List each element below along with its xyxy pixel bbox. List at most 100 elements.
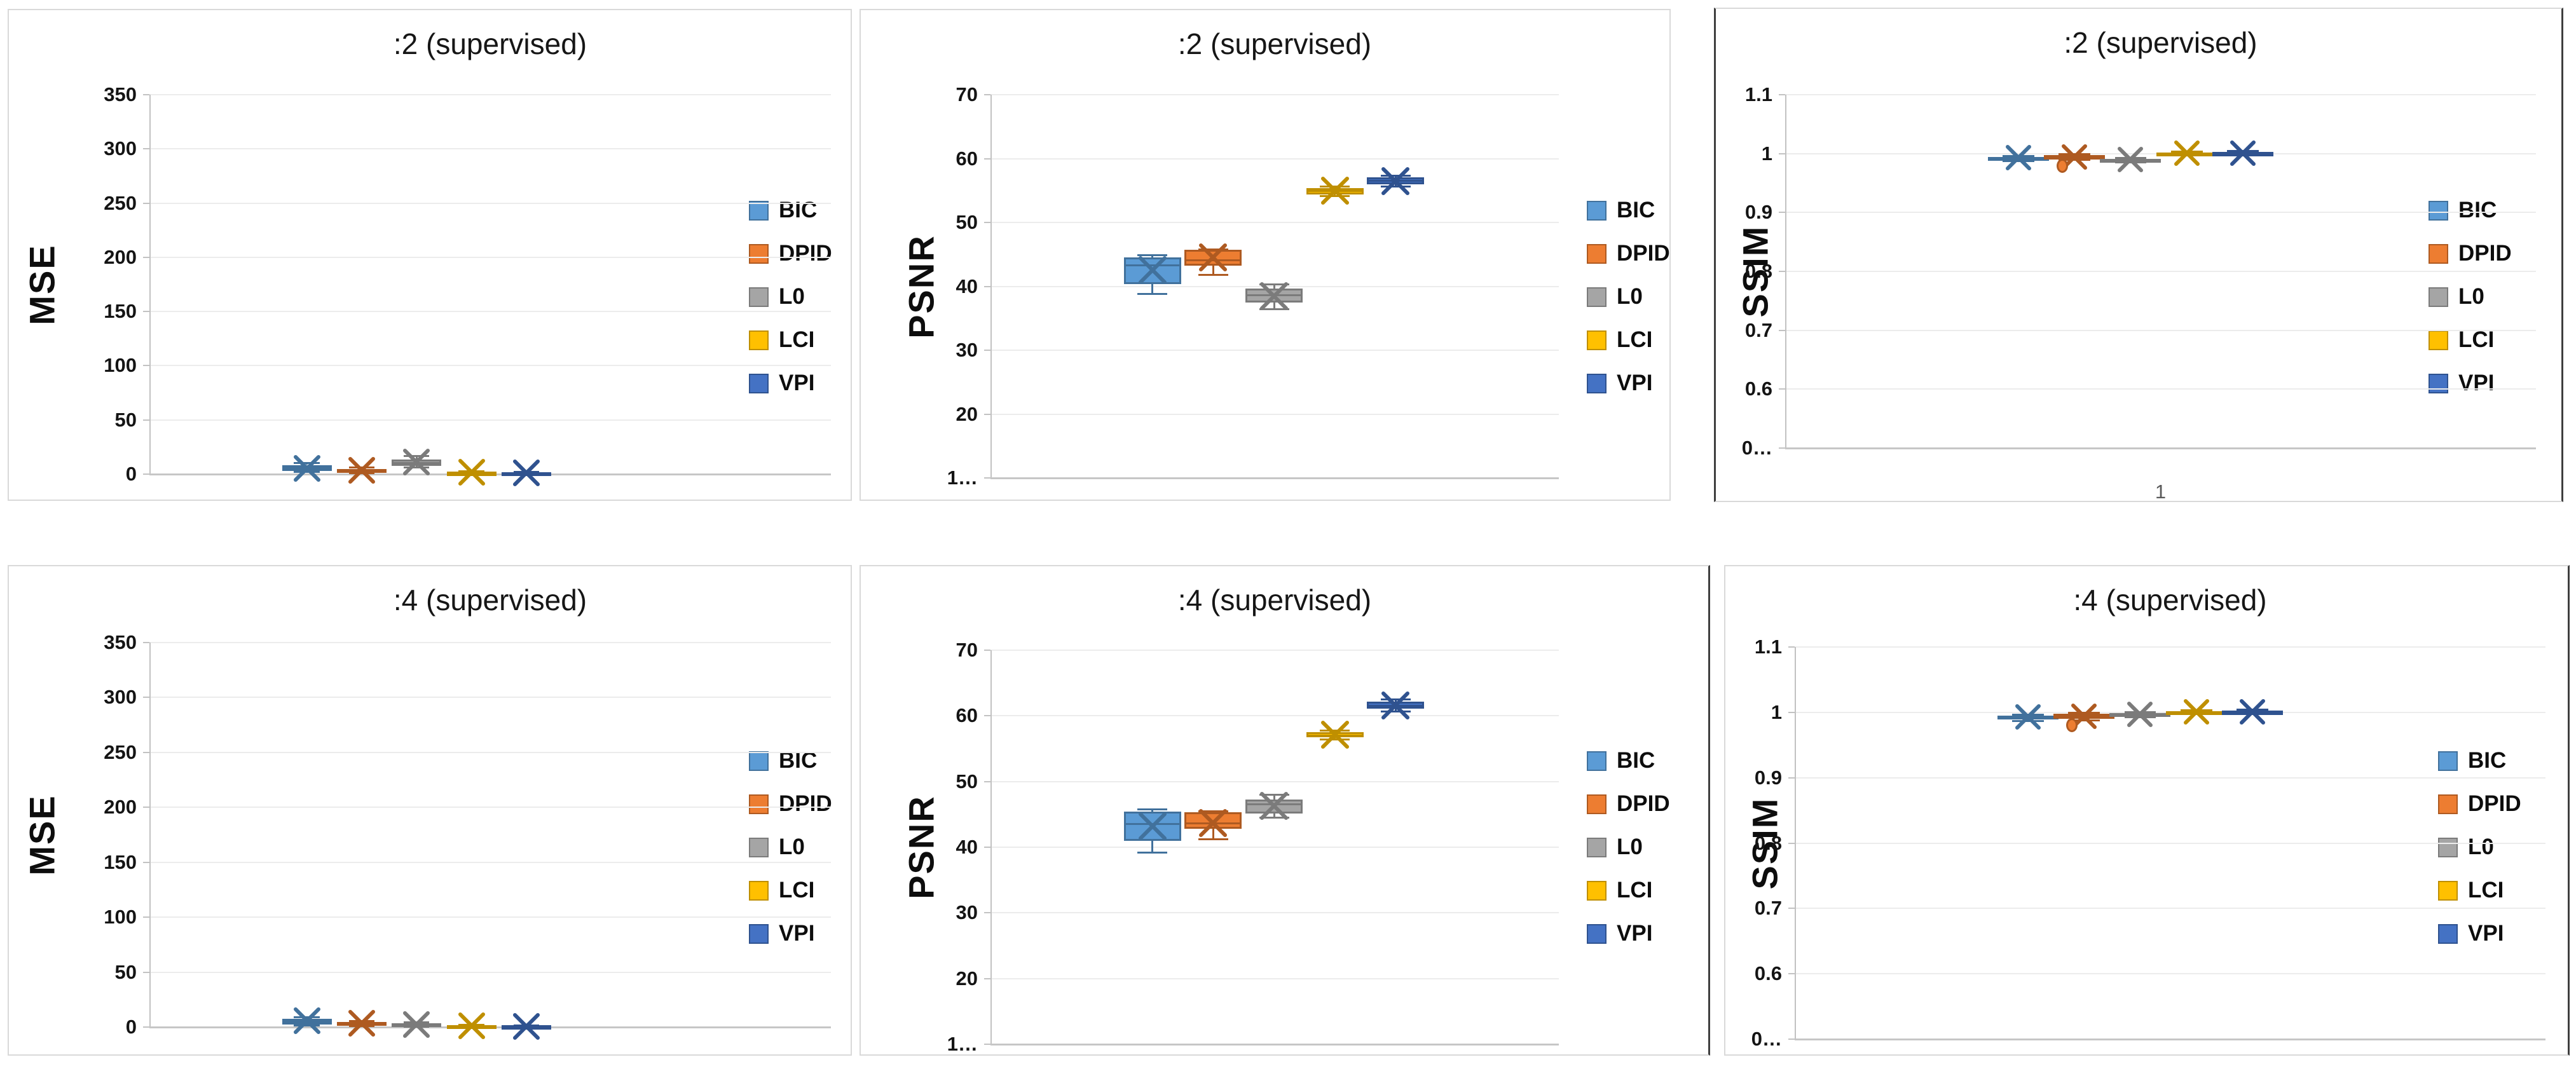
legend-swatch — [2438, 923, 2458, 944]
mean-marker-x — [292, 454, 322, 483]
legend-label: DPID — [779, 791, 832, 816]
y-tick-mark — [1788, 843, 1795, 844]
x-axis-line — [990, 1044, 1559, 1045]
whisker-cap-lower — [2012, 719, 2045, 722]
y-tick-label: 50 — [956, 211, 978, 233]
legend-item-dpid: DPID — [749, 241, 832, 266]
mean-marker-x — [512, 458, 541, 487]
y-tick-label: 0… — [1751, 1028, 1782, 1050]
y-tick-mark — [143, 365, 149, 366]
legend-label: LCI — [2458, 327, 2495, 352]
legend-swatch — [749, 751, 769, 771]
y-tick-mark — [1779, 212, 1785, 213]
y-tick-mark — [143, 862, 149, 863]
y-axis-line — [149, 95, 151, 474]
whisker-lower — [1273, 814, 1275, 818]
chart-panel-psnr-4x: :4 (supervised) PSNR BIC DPID L0 LCI VPI 70 6… — [860, 565, 1710, 1056]
legend-swatch — [749, 330, 769, 350]
y-tick-mark — [984, 350, 990, 351]
legend-swatch — [749, 794, 769, 814]
legend-swatch — [2438, 880, 2458, 901]
legend-item-lci: LCI — [2429, 327, 2495, 352]
y-tick-mark — [143, 94, 149, 95]
y-tick-mark — [143, 311, 149, 312]
y-tick-mark — [143, 419, 149, 421]
chart-title: :4 (supervised) — [1177, 583, 1372, 616]
whisker-upper — [1151, 809, 1154, 812]
y-tick-label: 0.7 — [1744, 319, 1772, 341]
y-tick-mark — [984, 781, 990, 782]
mean-marker-x — [1380, 166, 1411, 196]
legend-swatch — [749, 923, 769, 944]
gridline — [990, 912, 1559, 913]
gridline — [149, 148, 831, 149]
whisker-cap-upper — [1137, 808, 1168, 810]
legend-label: VPI — [1617, 371, 1653, 395]
y-tick-label: 1… — [947, 1033, 978, 1055]
whisker-cap-lower — [2068, 719, 2100, 721]
legend-label: VPI — [2468, 921, 2504, 946]
whisker-lower — [1212, 266, 1214, 275]
legend-label: VPI — [1617, 921, 1653, 946]
gridline — [149, 697, 831, 698]
y-tick-label: 100 — [104, 906, 137, 928]
whisker-cap-upper — [1320, 186, 1350, 188]
chart-title: :2 (supervised) — [393, 27, 587, 60]
gridline — [149, 972, 831, 973]
legend-label: DPID — [1617, 791, 1670, 816]
gridline — [1785, 388, 2536, 390]
chart-panel-ssim-4x: :4 (supervised) SSIM BIC DPID L0 LCI VPI 1.1… — [1724, 565, 2570, 1056]
gridline — [149, 419, 831, 421]
legend-swatch — [1587, 200, 1607, 221]
legend-label: L0 — [1617, 834, 1643, 859]
y-tick-mark — [1779, 388, 1785, 390]
chart-panel-mse-2x: :2 (supervised) MSE BIC DPID L0 LCI VPI 350 3… — [8, 9, 852, 501]
legend-item-vpi: VPI — [749, 921, 814, 946]
chart-panel-psnr-2x: :2 (supervised) PSNR BIC DPID L0 LCI VPI 70 6… — [860, 9, 1671, 501]
legend-swatch — [1587, 794, 1607, 814]
mean-marker-x — [402, 447, 431, 477]
legend-item-bic: BIC — [1587, 198, 1655, 222]
box-bic — [1123, 257, 1181, 285]
y-tick-mark — [1788, 1039, 1795, 1040]
x-axis-line — [990, 477, 1559, 479]
gridline — [1795, 973, 2545, 974]
mean-marker-x — [2004, 144, 2032, 172]
mean-marker-x — [457, 458, 486, 487]
gridline — [990, 350, 1559, 351]
gridline — [1785, 212, 2536, 213]
y-axis-line — [990, 650, 992, 1044]
mean-marker-x — [457, 1011, 486, 1040]
mean-marker-x — [1198, 242, 1228, 273]
y-tick-label: 0.8 — [1744, 260, 1772, 282]
gridline — [1795, 646, 2545, 648]
legend-label: L0 — [779, 284, 805, 309]
legend-swatch — [749, 880, 769, 901]
legend-item-lci: LCI — [1587, 327, 1652, 352]
legend-label: L0 — [2458, 284, 2484, 309]
whisker-lower — [1273, 302, 1275, 310]
legend-swatch — [1587, 287, 1607, 307]
y-tick-label: 0… — [1741, 437, 1772, 459]
legend-item-vpi: VPI — [1587, 371, 1652, 395]
y-tick-mark — [143, 257, 149, 258]
y-tick-label: 0.9 — [1754, 766, 1782, 789]
legend-item-dpid: DPID — [2429, 241, 2512, 266]
legend-item-l0: L0 — [2429, 284, 2484, 309]
legend-item-l0: L0 — [749, 284, 805, 309]
y-tick-mark — [1779, 447, 1785, 449]
box-bic — [1123, 812, 1181, 841]
whisker-lower — [1394, 184, 1397, 187]
legend-swatch — [1587, 751, 1607, 771]
legend-label: DPID — [2458, 241, 2512, 266]
y-tick-label: 150 — [104, 851, 137, 873]
y-tick-mark — [143, 807, 149, 808]
gridline — [990, 847, 1559, 848]
y-tick-mark — [143, 642, 149, 643]
mean-marker-x — [1320, 719, 1350, 750]
y-tick-label: 350 — [104, 83, 137, 106]
gridline — [990, 94, 1559, 95]
legend-item-vpi: VPI — [1587, 921, 1653, 946]
gridline — [149, 94, 831, 95]
mean-marker-x — [2173, 139, 2201, 167]
